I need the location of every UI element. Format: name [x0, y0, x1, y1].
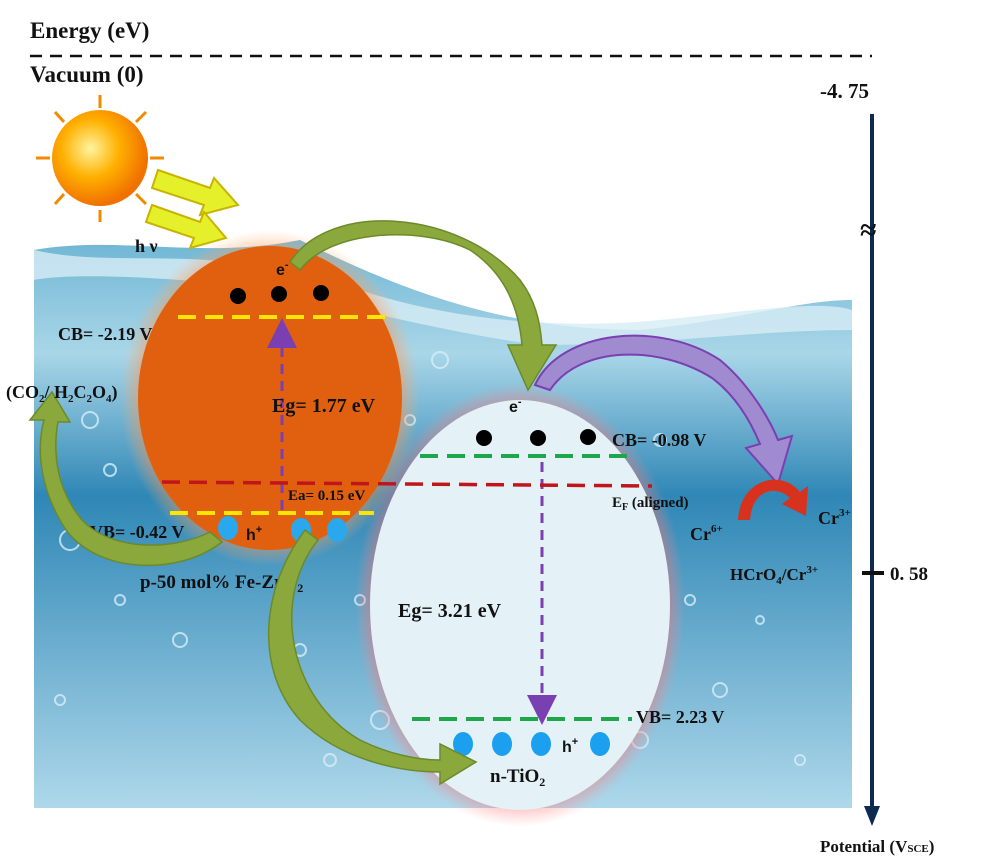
electron-dot	[476, 430, 492, 446]
left-cb-label: CB= -2.19 V	[58, 324, 152, 344]
activation-energy-label: Ea= 0.15 eV	[288, 488, 365, 504]
oxidation-arrow	[28, 390, 224, 567]
redox-couple-label: HCrO4/Cr3+	[730, 564, 818, 587]
electron-dot	[230, 288, 246, 304]
electron-dot	[313, 285, 329, 301]
right-eg-label: Eg= 3.21 eV	[398, 600, 502, 622]
hole-transfer-arrow	[267, 528, 478, 786]
cr-reduction-arrow	[533, 334, 794, 487]
cr6-label: Cr6+	[690, 523, 723, 544]
fermi-level-label: EF (aligned)	[612, 495, 689, 513]
hole-dot	[590, 732, 610, 756]
right-vb-label: VB= 2.23 V	[636, 707, 724, 727]
hole-dot	[218, 516, 238, 540]
oxidation-product-label: (CO2/ H2C2O4)	[6, 382, 118, 405]
hole-dot	[327, 518, 347, 542]
fermi-level-line	[161, 480, 653, 488]
potential-top-value: -4. 75	[820, 79, 869, 103]
axis-break-symbol: ≈	[860, 214, 876, 247]
left-particle-name: p-50 mol% Fe-ZrO2	[140, 572, 303, 595]
right-electron-label: e-	[509, 396, 522, 416]
hole-dot	[453, 732, 473, 756]
redox-potential-value: 0. 58	[890, 564, 928, 585]
cr6-to-cr3-arrow	[738, 479, 808, 520]
left-eg-label: Eg= 1.77 eV	[272, 395, 376, 417]
cr3-label: Cr3+	[818, 507, 851, 528]
sun-icon	[36, 95, 164, 222]
left-vb-label: VB= -0.42 V	[90, 522, 184, 542]
left-electron-label: e-	[276, 259, 289, 279]
fe-zro2-particle	[138, 246, 402, 550]
hole-dot	[492, 732, 512, 756]
electron-dot	[580, 429, 596, 445]
tio2-particle	[370, 400, 670, 810]
vacuum-label: Vacuum (0)	[30, 62, 144, 87]
right-particle-name: n-TiO2	[490, 766, 545, 789]
hole-dot	[531, 732, 551, 756]
right-hole-label: h+	[562, 736, 578, 756]
electron-dot	[530, 430, 546, 446]
photon-label: h ν	[135, 236, 158, 256]
potential-axis-title: Potential (VSCE)	[820, 837, 934, 856]
energy-axis-label: Energy (eV)	[30, 18, 149, 43]
light-arrows-icon	[144, 168, 240, 250]
left-hole-label: h+	[246, 524, 262, 544]
potential-axis-arrowhead	[864, 806, 880, 826]
electron-dot	[271, 286, 287, 302]
right-cb-label: CB= -0.98 V	[612, 430, 706, 450]
electron-transfer-arrow	[289, 220, 558, 392]
